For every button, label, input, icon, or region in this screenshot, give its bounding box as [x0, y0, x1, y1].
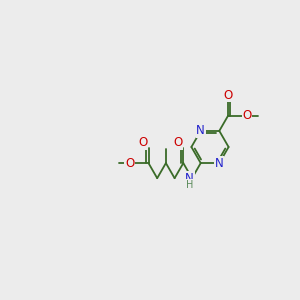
Text: H: H — [186, 180, 193, 190]
Text: N: N — [215, 157, 224, 169]
Text: O: O — [242, 109, 251, 122]
Text: O: O — [173, 136, 182, 149]
Text: O: O — [224, 88, 232, 102]
Text: N: N — [185, 172, 194, 185]
Text: N: N — [196, 124, 205, 137]
Text: O: O — [139, 136, 148, 149]
Text: O: O — [125, 157, 134, 169]
